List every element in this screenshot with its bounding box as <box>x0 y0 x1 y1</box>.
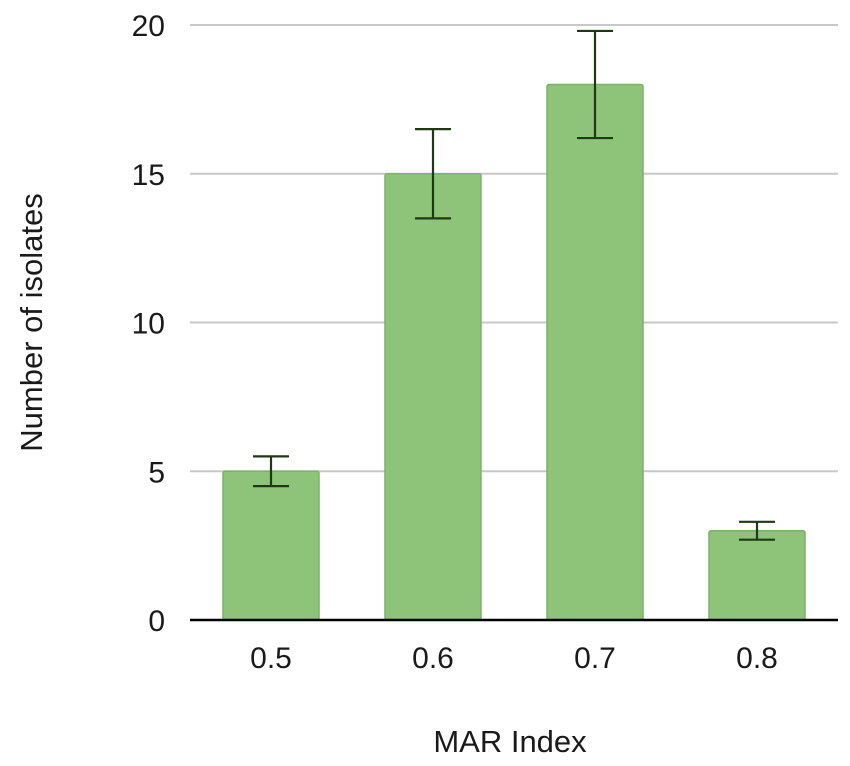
bar-0.6 <box>384 173 482 621</box>
error-bar-0.5 <box>253 455 289 488</box>
y-tick-label: 0 <box>148 605 165 638</box>
error-bar-0.8 <box>739 520 775 541</box>
x-tick-labels: 0.5 0.6 0.7 0.8 <box>250 642 778 675</box>
y-tick-label: 10 <box>132 308 165 341</box>
bars <box>222 83 806 621</box>
y-tick-label: 20 <box>132 10 165 43</box>
x-axis-title: MAR Index <box>433 724 587 759</box>
x-tick-label: 0.5 <box>250 642 292 675</box>
y-tick-label: 5 <box>148 456 165 489</box>
y-tick-label: 15 <box>132 159 165 192</box>
bar-0.7 <box>546 83 644 621</box>
error-bar-0.6 <box>415 128 451 220</box>
y-axis-title: Number of isolates <box>14 193 49 451</box>
gridlines <box>190 24 838 473</box>
x-tick-label: 0.8 <box>736 642 778 675</box>
x-tick-label: 0.7 <box>574 642 616 675</box>
bar-0.5 <box>222 470 320 621</box>
bar-0.8 <box>708 530 806 621</box>
x-tick-label: 0.6 <box>412 642 454 675</box>
error-bar-0.7 <box>577 29 613 140</box>
error-bars <box>253 29 775 541</box>
y-tick-labels: 0 5 10 15 20 <box>132 10 165 638</box>
